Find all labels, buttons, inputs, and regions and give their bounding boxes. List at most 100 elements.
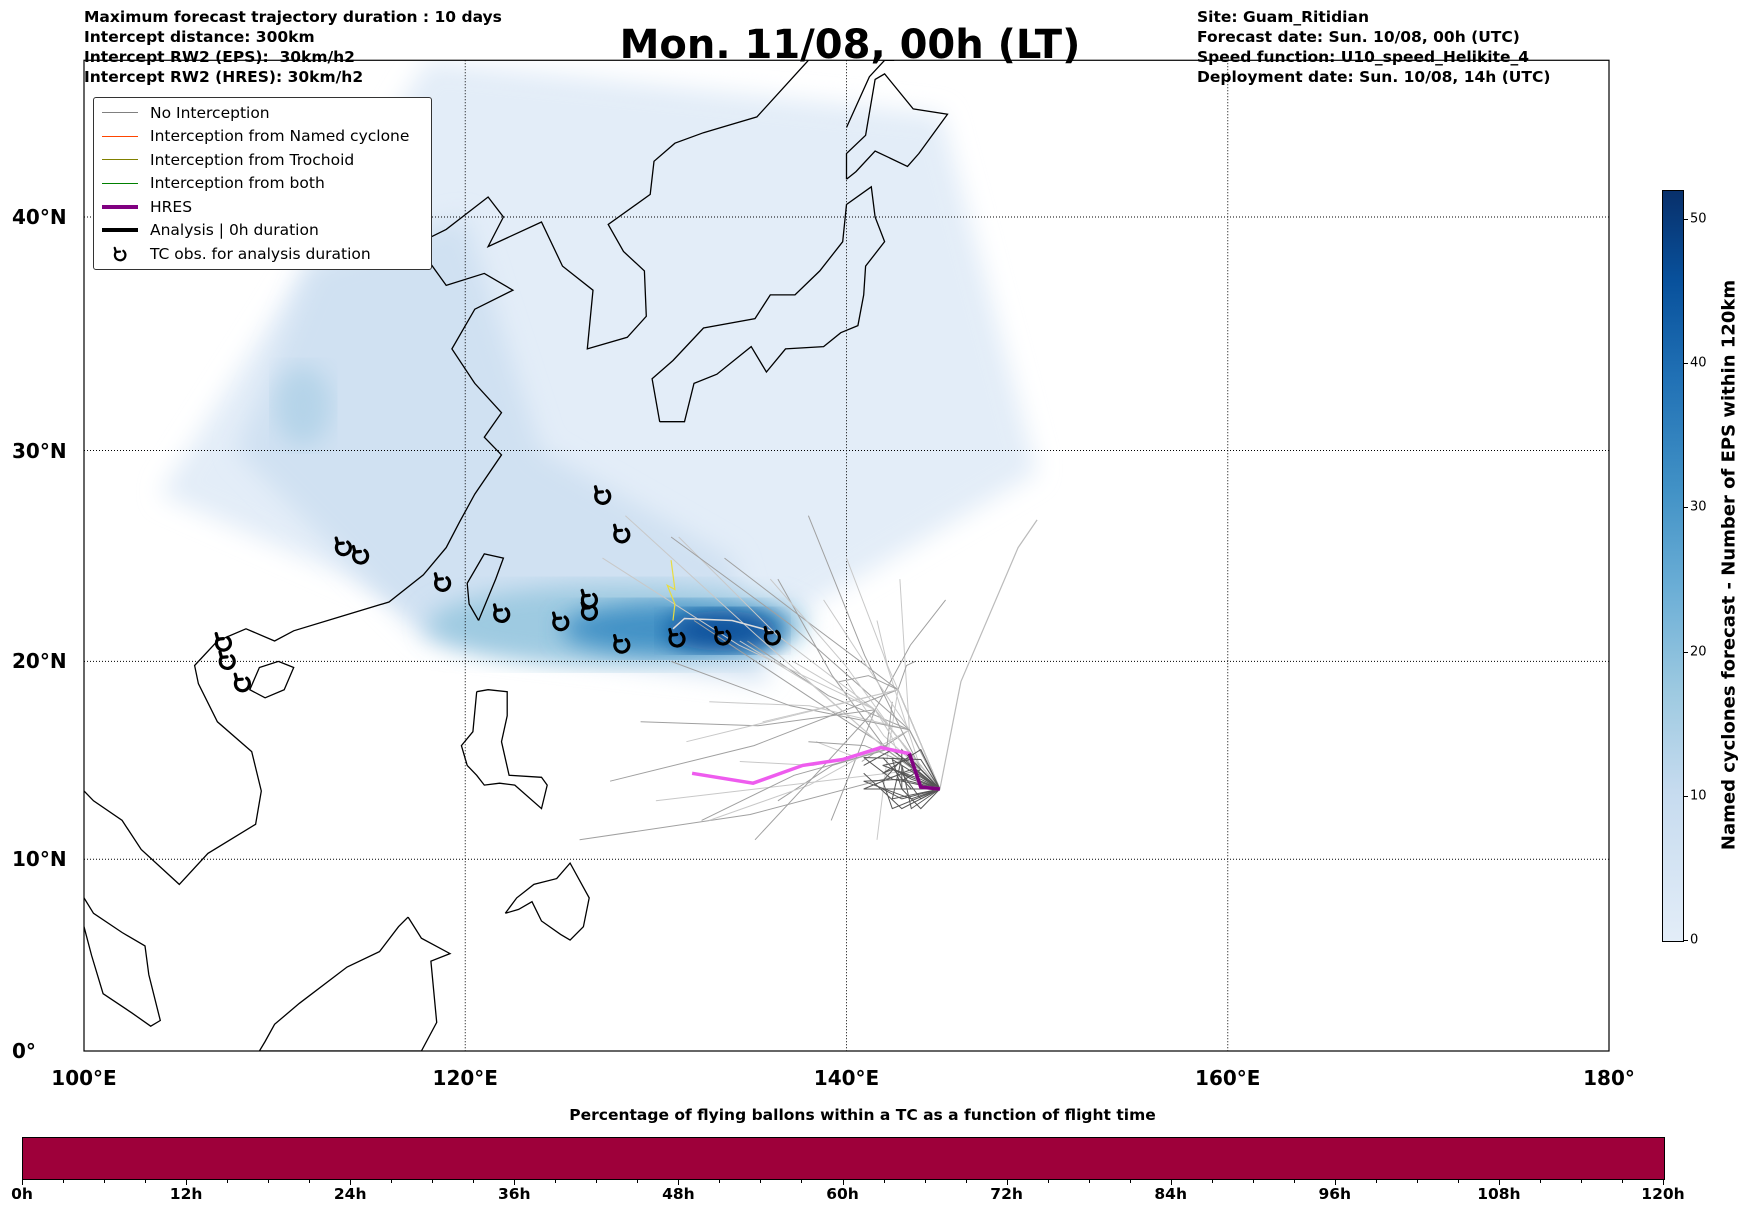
lon-label: 100°E (51, 1066, 117, 1090)
flight-time-tick (1129, 1179, 1131, 1183)
legend-line-icon (102, 159, 138, 161)
lon-label: 180° (1583, 1066, 1635, 1090)
trajectory-near-site (882, 764, 941, 790)
tc-obs-icon (612, 633, 631, 654)
trajectory-near-site (901, 773, 941, 800)
colorbar-tick (1683, 651, 1688, 653)
map-frame (83, 59, 1610, 1052)
header-left: Maximum forecast trajectory duration : 1… (84, 7, 502, 87)
trajectory-near-site (882, 768, 941, 790)
legend-item: No Interception (94, 101, 431, 125)
forecast-date: Forecast date: Sun. 10/08, 00h (UTC) (1197, 28, 1520, 46)
legend-item: Interception from Named cyclone (94, 125, 431, 149)
flight-time-tick (678, 1179, 680, 1185)
tc-obs-icon (334, 536, 353, 557)
colorbar-tick-label: 10 (1690, 788, 1707, 804)
legend-item: Interception from Trochoid (94, 148, 431, 172)
legend-item: HRES (94, 195, 431, 219)
lat-label: 40°N (12, 205, 67, 229)
speed-function: Speed function: U10_speed_Helikite_4 (1197, 48, 1530, 66)
trajectory-near-site (863, 780, 941, 800)
flight-time-tick (104, 1179, 106, 1183)
trajectory-near-site (882, 788, 941, 800)
flight-time-tick (555, 1179, 557, 1183)
coastline (651, 185, 886, 423)
lat-label: 0° (12, 1039, 36, 1063)
flight-time-tick (63, 1179, 65, 1183)
legend-line-icon (102, 228, 138, 233)
trajectory-near-site (891, 758, 941, 790)
flight-time-tick (514, 1179, 516, 1185)
tc-obs-icon (433, 572, 452, 592)
flight-time-tick-label: 120h (1641, 1185, 1685, 1203)
flight-time-tick (842, 1179, 844, 1185)
legend-item: Interception from both (94, 172, 431, 196)
legend-label: Interception from Named cyclone (150, 127, 410, 146)
legend-label: No Interception (150, 103, 270, 122)
tc-obs-icon (763, 625, 782, 646)
coastline (504, 861, 590, 941)
flight-time-tick (1663, 1179, 1664, 1185)
lon-label: 140°E (813, 1066, 880, 1090)
legend-label: Interception from both (150, 174, 325, 193)
tc-obs-icon (492, 603, 511, 624)
flight-time-tick-label: 48h (662, 1185, 695, 1203)
legend-line-icon (102, 204, 138, 209)
flight-time-tick (1252, 1179, 1254, 1183)
legend-line-icon (102, 135, 138, 137)
legend-label: TC obs. for analysis duration (150, 244, 371, 263)
flight-time-tick (432, 1179, 434, 1183)
coastline (84, 60, 809, 886)
lon-label: 120°E (432, 1066, 498, 1090)
trajectory-near-site (882, 758, 941, 790)
tc-obs-icon (612, 523, 631, 544)
flight-time-tick (883, 1179, 885, 1183)
flight-time-tick-label: 60h (826, 1185, 859, 1203)
trajectory-near-site (863, 768, 941, 790)
flight-time-tick (1580, 1179, 1582, 1183)
tc-obs-icon (218, 650, 236, 671)
legend-line-icon (102, 112, 138, 114)
flight-time-tick (1416, 1179, 1418, 1183)
flight-time-tick (391, 1179, 393, 1183)
legend-item: TC obs. for analysis duration (94, 242, 431, 266)
tc-obs-icon (713, 625, 732, 646)
coastline (84, 897, 162, 1027)
flight-time-tick (1006, 1179, 1008, 1185)
flight-time-bar (22, 1137, 1665, 1180)
trajectory-no-interception (602, 557, 941, 790)
colorbar-tick (1683, 795, 1688, 797)
flight-time-tick-label: 24h (333, 1185, 367, 1203)
flight-time-tick (801, 1179, 803, 1183)
tc-obs-icon (668, 627, 686, 648)
flight-time-tick (1375, 1179, 1377, 1183)
lat-label: 10°N (12, 847, 67, 872)
flight-time-tick-label: 0h (11, 1185, 33, 1203)
max-duration: Maximum forecast trajectory duration : 1… (84, 8, 502, 26)
coastline (248, 660, 295, 699)
flight-time-tick (1088, 1179, 1090, 1183)
trajectory-near-site (882, 748, 941, 790)
flight-time-tick-label: 36h (497, 1185, 531, 1203)
flight-time-tick (1170, 1179, 1172, 1185)
lon-label: 160°E (1195, 1066, 1261, 1090)
flight-time-tick (22, 1179, 23, 1185)
flight-time-tick (350, 1179, 352, 1185)
flight-time-tick (1334, 1179, 1336, 1185)
flight-time-tick (760, 1179, 762, 1183)
tc-obs-icon (102, 245, 138, 263)
flight-time-tick (924, 1179, 926, 1183)
hres-track-early (907, 753, 941, 791)
coastline (845, 73, 949, 180)
legend-label: HRES (150, 197, 193, 216)
trajectory-near-site (901, 772, 941, 790)
colorbar-tick-label: 20 (1690, 644, 1707, 660)
tc-obs-icon (214, 631, 233, 652)
tc-obs-icon (593, 485, 612, 505)
flight-time-tick (1498, 1179, 1500, 1185)
flight-time-tick-label: 12h (169, 1185, 203, 1203)
flight-time-tick (268, 1179, 270, 1183)
legend: No Interception Interception from Named c… (93, 97, 432, 270)
colorbar-tick (1683, 363, 1688, 365)
tc-obs-icon (351, 544, 370, 565)
